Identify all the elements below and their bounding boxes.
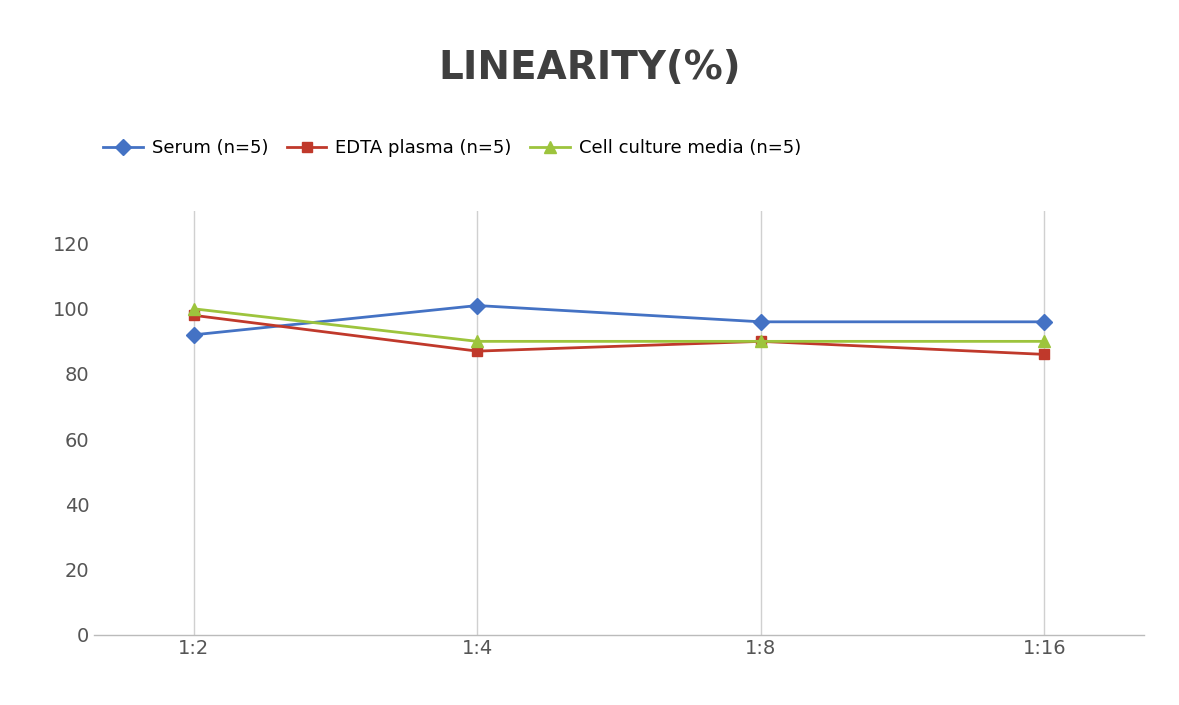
Serum (n=5) <box>470 301 485 309</box>
EDTA plasma (n=5) <box>470 347 485 355</box>
Cell culture media (n=5) <box>470 337 485 345</box>
Line: EDTA plasma (n=5): EDTA plasma (n=5) <box>189 310 1049 360</box>
EDTA plasma (n=5) <box>753 337 768 345</box>
Serum (n=5) <box>186 331 200 339</box>
Serum (n=5) <box>1038 317 1052 326</box>
Line: Serum (n=5): Serum (n=5) <box>187 300 1050 341</box>
Cell culture media (n=5) <box>186 305 200 313</box>
Line: Cell culture media (n=5): Cell culture media (n=5) <box>187 303 1050 347</box>
Legend: Serum (n=5), EDTA plasma (n=5), Cell culture media (n=5): Serum (n=5), EDTA plasma (n=5), Cell cul… <box>104 140 801 157</box>
Serum (n=5) <box>753 317 768 326</box>
EDTA plasma (n=5) <box>1038 350 1052 359</box>
EDTA plasma (n=5) <box>186 311 200 319</box>
Cell culture media (n=5) <box>1038 337 1052 345</box>
Text: LINEARITY(%): LINEARITY(%) <box>439 49 740 87</box>
Cell culture media (n=5) <box>753 337 768 345</box>
